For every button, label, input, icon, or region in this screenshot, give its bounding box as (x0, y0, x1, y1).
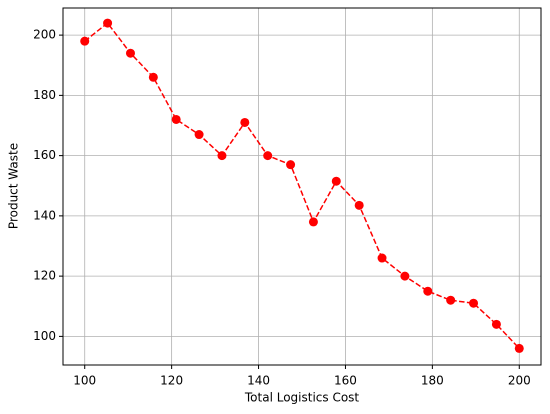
x-tick-label: 180 (421, 374, 444, 388)
data-point (286, 160, 296, 170)
data-point (217, 151, 227, 161)
data-point (423, 286, 433, 296)
x-tick-label: 160 (334, 374, 357, 388)
y-axis-label: Product Waste (7, 143, 21, 229)
y-tick-label: 120 (33, 269, 56, 283)
data-point (446, 295, 456, 305)
data-point (354, 200, 364, 210)
data-point (491, 319, 501, 329)
y-tick-label: 160 (33, 148, 56, 162)
data-point (240, 117, 250, 127)
x-tick-label: 140 (247, 374, 270, 388)
plot-frame (62, 7, 542, 366)
data-point (469, 298, 479, 308)
data-point (125, 48, 135, 58)
data-point (80, 36, 90, 46)
x-axis-label: Total Logistics Cost (244, 391, 360, 405)
data-point (148, 72, 158, 82)
data-point (331, 176, 341, 186)
data-point (514, 343, 524, 353)
x-tick-label: 100 (73, 374, 96, 388)
data-point (194, 130, 204, 140)
y-tick-label: 200 (33, 28, 56, 42)
data-point (171, 114, 181, 124)
y-tick-label: 180 (33, 88, 56, 102)
data-point (377, 253, 387, 263)
data-point (308, 217, 318, 227)
data-point (263, 151, 273, 161)
data-point (400, 271, 410, 281)
y-tick-label: 100 (33, 329, 56, 343)
x-tick-label: 120 (160, 374, 183, 388)
x-tick-label: 200 (508, 374, 531, 388)
data-point (103, 18, 113, 28)
y-tick-label: 140 (33, 208, 56, 222)
